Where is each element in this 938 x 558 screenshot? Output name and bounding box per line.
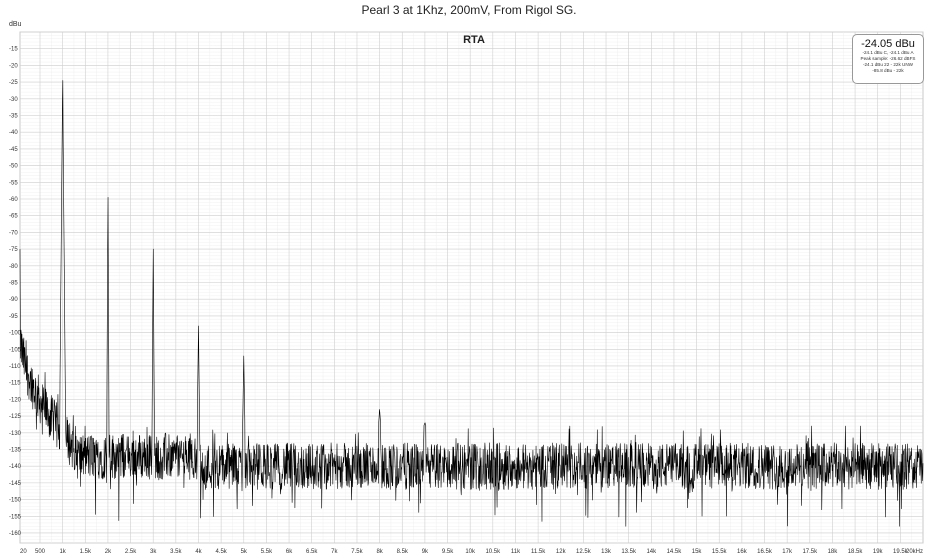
x-tick-label: 6.5k [306,549,318,555]
y-tick-label: -85 [9,280,18,286]
x-tick-label: 9.5k [442,549,454,555]
x-tick-label: 20 [20,549,27,555]
level-readout-box: -24.05 dBu -24.1 dBu C, -24.1 dBu A Peak… [852,34,924,84]
spectrum-trace [19,80,924,527]
x-tick-label: 14k [646,549,657,555]
y-tick-label: -120 [9,397,22,403]
x-tick-label: 7k [331,549,338,555]
readout-line-thd: -85.8 dBu - 22k [872,68,904,73]
x-tick-label: 5k [241,549,248,555]
x-tick-label: 19k [873,549,884,555]
y-tick-label: -75 [9,247,18,253]
y-tick-label: -80 [9,264,18,270]
level-readout-main: -24.05 dBu [861,38,915,50]
y-tick-label: -100 [9,331,22,337]
rta-label: RTA [463,34,485,46]
y-tick-label: -95 [9,314,18,320]
x-tick-label: 15k [692,549,703,555]
readout-line-peak: Peak sample: -26.62 dBFS [860,56,916,61]
x-tick-label: 10.5k [485,549,501,555]
y-tick-label: -105 [9,347,22,353]
y-tick-label: -160 [9,531,22,537]
x-tick-label: 5.5k [261,549,273,555]
x-tick-label: 9k [422,549,429,555]
y-tick-label: -125 [9,414,22,420]
y-tick-labels: -15 -20 -25 -30 -35 -40 -45 -50 -55 -60 -65 -70 -75 -… [9,47,22,537]
y-tick-label: -145 [9,481,22,487]
x-tick-label: 4k [195,549,202,555]
x-tick-label: 3.5k [170,549,182,555]
x-tick-label: 11.5k [531,549,546,555]
x-tick-label: 16k [737,549,748,555]
x-tick-label: 10k [465,549,476,555]
x-tick-label: 20kHz [906,549,923,555]
y-tick-label: -30 [9,97,18,103]
x-tick-label: 18.5k [848,549,864,555]
y-tick-label: -15 [9,47,18,53]
chart-title: Pearl 3 at 1Khz, 200mV, From Rigol SG. [361,3,577,17]
x-tick-label: 500 [35,549,46,555]
x-tick-labels: 20 500 1k 1.5k 2k 2.5k 3k 3.5k 4k 4.5k 5k 5.5k 6k 6.5… [20,549,923,555]
x-tick-label: 14.5k [667,549,683,555]
x-tick-label: 8.5k [397,549,409,555]
x-tick-label: 6k [286,549,293,555]
x-tick-label: 15.5k [712,549,728,555]
x-tick-label: 1.5k [80,549,92,555]
readout-line-unweighted: -24.1 dBu 22 - 22k UNW [862,62,914,67]
x-tick-label: 2.5k [125,549,137,555]
x-tick-label: 17.5k [802,549,818,555]
y-tick-label: -55 [9,180,18,186]
x-tick-label: 16.5k [757,549,773,555]
x-tick-label: 13k [601,549,612,555]
y-tick-label: -140 [9,464,22,470]
x-tick-label: 13.5k [621,549,637,555]
x-tick-label: 3k [150,549,157,555]
x-tick-label: 7.5k [351,549,363,555]
y-tick-label: -60 [9,197,18,203]
y-tick-label: -35 [9,113,18,119]
y-tick-label: -45 [9,147,18,153]
x-tick-label: 12.5k [576,549,592,555]
y-tick-label: -70 [9,230,18,236]
y-axis-label: dBu [9,21,22,28]
y-tick-label: -65 [9,214,18,220]
y-tick-label: -150 [9,498,22,504]
x-tick-label: 4.5k [215,549,227,555]
x-tick-label: 1k [59,549,66,555]
y-tick-label: -25 [9,80,18,86]
y-tick-label: -110 [9,364,21,370]
y-tick-label: -40 [9,130,18,136]
x-tick-label: 18k [828,549,839,555]
y-tick-label: -50 [9,164,18,170]
y-tick-label: -115 [9,381,21,387]
x-tick-label: 11k [511,549,521,555]
x-tick-label: 17k [782,549,793,555]
y-tick-label: -135 [9,447,22,453]
readout-line-weighted: -24.1 dBu C, -24.1 dBu A [862,50,914,55]
y-tick-label: -20 [9,63,18,69]
x-tick-label: 19.5k [893,549,909,555]
y-tick-label: -155 [9,514,22,520]
x-tick-label: 12k [556,549,567,555]
y-tick-label: -90 [9,297,18,303]
y-tick-label: -130 [9,431,22,437]
x-tick-label: 8k [376,549,383,555]
x-tick-label: 2k [105,549,112,555]
